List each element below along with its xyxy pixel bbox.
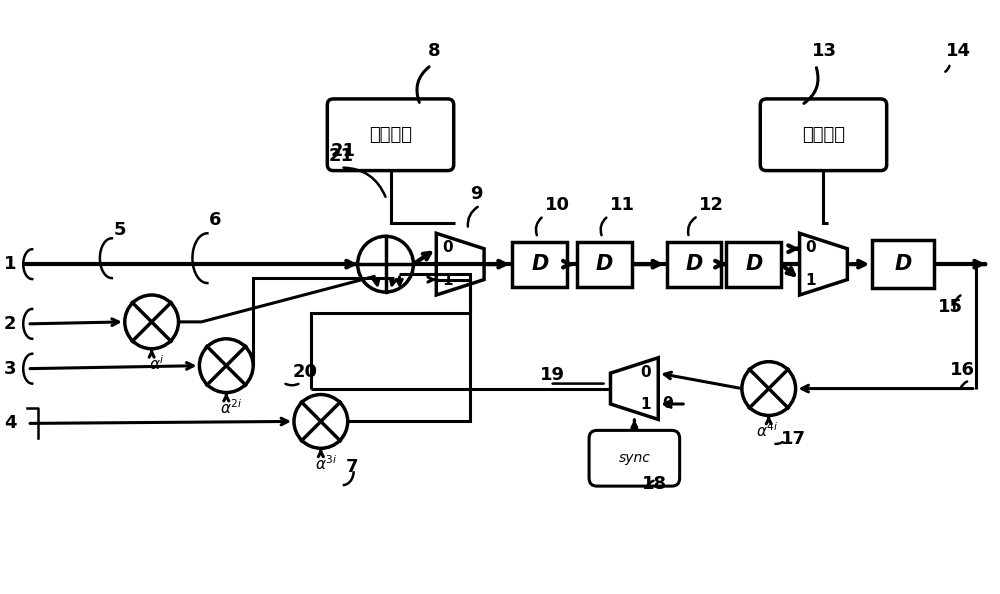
- Bar: [872, 240, 934, 288]
- Text: $\alpha^{3i}$: $\alpha^{3i}$: [315, 454, 337, 473]
- Text: 8: 8: [428, 42, 441, 60]
- Text: 7: 7: [346, 458, 358, 476]
- Text: D: D: [745, 254, 762, 274]
- Text: 12: 12: [699, 196, 724, 214]
- Text: D: D: [894, 254, 912, 274]
- Text: 0: 0: [806, 240, 816, 255]
- Text: 21: 21: [329, 147, 354, 165]
- Text: 15: 15: [938, 298, 963, 316]
- Text: $\alpha^i$: $\alpha^i$: [149, 355, 164, 374]
- FancyBboxPatch shape: [589, 431, 680, 486]
- Text: 2: 2: [4, 315, 16, 333]
- Text: 1: 1: [641, 397, 651, 412]
- Text: D: D: [531, 254, 549, 274]
- Text: $\cdots$: $\cdots$: [636, 250, 663, 278]
- Bar: [667, 242, 721, 286]
- Text: 13: 13: [812, 42, 837, 60]
- Text: 5: 5: [114, 222, 126, 239]
- Text: $\alpha^{4i}$: $\alpha^{4i}$: [756, 421, 778, 440]
- Text: 1: 1: [442, 273, 453, 288]
- Bar: [577, 242, 632, 286]
- Text: 19: 19: [540, 365, 565, 384]
- Text: 模式选择: 模式选择: [802, 126, 845, 144]
- Text: D: D: [685, 254, 703, 274]
- Text: 14: 14: [946, 42, 971, 60]
- Bar: [726, 242, 781, 286]
- Text: 17: 17: [781, 430, 806, 448]
- Text: 18: 18: [642, 475, 667, 493]
- Text: 20: 20: [293, 362, 318, 381]
- Text: 3: 3: [4, 359, 16, 378]
- FancyBboxPatch shape: [327, 99, 454, 170]
- Text: 4: 4: [4, 415, 16, 432]
- FancyBboxPatch shape: [760, 99, 887, 170]
- Text: 11: 11: [609, 196, 634, 214]
- Text: D: D: [596, 254, 613, 274]
- Text: 6: 6: [209, 211, 222, 229]
- Text: 0: 0: [442, 240, 453, 255]
- Bar: [512, 242, 567, 286]
- Text: 9: 9: [470, 185, 483, 203]
- Text: $\alpha^{2i}$: $\alpha^{2i}$: [220, 399, 243, 417]
- Text: 0: 0: [662, 397, 673, 412]
- Text: 模式选择: 模式选择: [369, 126, 412, 144]
- Text: 1: 1: [4, 255, 16, 273]
- Text: sync: sync: [618, 451, 650, 465]
- Text: 0: 0: [641, 365, 651, 380]
- Text: 10: 10: [545, 196, 570, 214]
- Text: 1: 1: [806, 273, 816, 288]
- Text: 16: 16: [950, 361, 975, 378]
- Text: 21: 21: [331, 141, 356, 160]
